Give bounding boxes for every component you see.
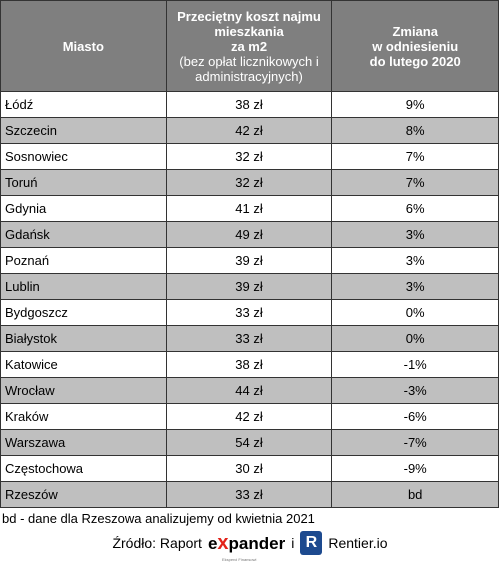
- table-row: Poznań 39 zł 3%: [0, 247, 499, 274]
- city-cell: Sosnowiec: [0, 143, 167, 170]
- city-cell: Lublin: [0, 273, 167, 300]
- rent-table: Miasto Przeciętny koszt najmu mieszkania…: [0, 0, 499, 508]
- cost-title: za m2: [230, 38, 268, 54]
- change-title: Zmiana: [392, 23, 438, 39]
- cost-cell: 39 zł: [165, 273, 333, 300]
- change-cell: 7%: [331, 169, 499, 196]
- cost-cell: 54 zł: [165, 429, 333, 456]
- cost-cell: 32 zł: [165, 143, 333, 170]
- change-cell: 3%: [331, 247, 499, 274]
- joiner: i: [291, 535, 295, 551]
- cost-header: Przeciętny koszt najmu mieszkania za m2 …: [165, 0, 333, 92]
- cost-cell: 44 zł: [165, 377, 333, 404]
- footnote: bd - dane dla Rzeszowa analizujemy od kw…: [2, 511, 315, 526]
- source-label: Źródło: Raport: [112, 535, 202, 551]
- change-cell: bd: [331, 481, 499, 508]
- cost-note: administracyjnych): [195, 68, 303, 84]
- change-cell: 0%: [331, 299, 499, 326]
- header-row: Miasto Przeciętny koszt najmu mieszkania…: [0, 0, 499, 92]
- cost-cell: 42 zł: [165, 403, 333, 430]
- change-cell: -7%: [331, 429, 499, 456]
- cost-cell: 33 zł: [165, 481, 333, 508]
- city-cell: Kraków: [0, 403, 167, 430]
- table-row: Łódź 38 zł 9%: [0, 91, 499, 118]
- table-row: Rzeszów 33 zł bd: [0, 481, 499, 508]
- partner: Rentier.io: [328, 535, 388, 551]
- table-row: Warszawa 54 zł -7%: [0, 429, 499, 456]
- city-cell: Poznań: [0, 247, 167, 274]
- change-cell: -6%: [331, 403, 499, 430]
- change-header: Zmiana w odniesieniu do lutego 2020: [331, 0, 499, 92]
- city-cell: Szczecin: [0, 117, 167, 144]
- logo-tagline: Eksperci Finansowi: [221, 556, 257, 562]
- city-cell: Białystok: [0, 325, 167, 352]
- change-cell: -1%: [331, 351, 499, 378]
- change-cell: 0%: [331, 325, 499, 352]
- change-cell: -3%: [331, 377, 499, 404]
- city-cell: Częstochowa: [0, 455, 167, 482]
- cost-cell: 30 zł: [165, 455, 333, 482]
- cost-cell: 33 zł: [165, 325, 333, 352]
- cost-cell: 33 zł: [165, 299, 333, 326]
- city-cell: Łódź: [0, 91, 167, 118]
- table-row: Katowice 38 zł -1%: [0, 351, 499, 378]
- change-cell: -9%: [331, 455, 499, 482]
- cost-cell: 32 zł: [165, 169, 333, 196]
- city-cell: Toruń: [0, 169, 167, 196]
- table-row: Lublin 39 zł 3%: [0, 273, 499, 300]
- logo-part: e: [207, 533, 218, 553]
- cost-cell: 38 zł: [165, 351, 333, 378]
- city-header: Miasto: [0, 0, 167, 92]
- cost-cell: 41 zł: [165, 195, 333, 222]
- source-line: Źródło: Raport expander Eksperci Finansow…: [0, 531, 500, 562]
- cost-title: mieszkania: [214, 23, 284, 39]
- logo-part: x: [217, 531, 229, 554]
- change-cell: 3%: [331, 221, 499, 248]
- change-cell: 9%: [331, 91, 499, 118]
- table-row: Bydgoszcz 33 zł 0%: [0, 299, 499, 326]
- change-cell: 8%: [331, 117, 499, 144]
- cost-cell: 42 zł: [165, 117, 333, 144]
- cost-cell: 39 zł: [165, 247, 333, 274]
- table-row: Szczecin 42 zł 8%: [0, 117, 499, 144]
- city-cell: Bydgoszcz: [0, 299, 167, 326]
- cost-note: (bez opłat licznikowych i: [179, 53, 319, 69]
- city-cell: Wrocław: [0, 377, 167, 404]
- table-row: Kraków 42 zł -6%: [0, 403, 499, 430]
- expander-logo: expander Eksperci Finansowi: [207, 531, 286, 562]
- table-row: Białystok 33 zł 0%: [0, 325, 499, 352]
- table-row: Gdańsk 49 zł 3%: [0, 221, 499, 248]
- city-cell: Rzeszów: [0, 481, 167, 508]
- cost-cell: 49 zł: [165, 221, 333, 248]
- city-cell: Gdynia: [0, 195, 167, 222]
- change-title: w odniesieniu: [372, 38, 459, 54]
- change-cell: 6%: [331, 195, 499, 222]
- change-cell: 3%: [331, 273, 499, 300]
- table-row: Częstochowa 30 zł -9%: [0, 455, 499, 482]
- logo-part: pander: [228, 533, 286, 553]
- table-row: Gdynia 41 zł 6%: [0, 195, 499, 222]
- rentier-icon: R: [300, 531, 323, 555]
- change-cell: 7%: [331, 143, 499, 170]
- table-row: Wrocław 44 zł -3%: [0, 377, 499, 404]
- change-title: do lutego 2020: [369, 53, 461, 69]
- table-body: Łódź 38 zł 9% Szczecin 42 zł 8% Sosnowiec 32 zł…: [0, 91, 499, 508]
- city-cell: Warszawa: [0, 429, 167, 456]
- cost-cell: 38 zł: [165, 91, 333, 118]
- cost-title: Przeciętny koszt najmu: [177, 8, 321, 24]
- city-cell: Katowice: [0, 351, 167, 378]
- table-row: Toruń 32 zł 7%: [0, 169, 499, 196]
- city-cell: Gdańsk: [0, 221, 167, 248]
- table-row: Sosnowiec 32 zł 7%: [0, 143, 499, 170]
